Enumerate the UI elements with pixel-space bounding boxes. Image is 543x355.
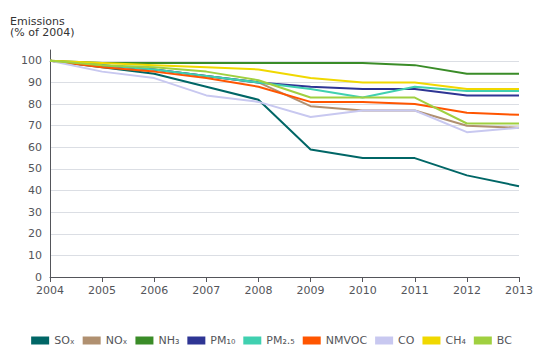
svg-text:NMVOC: NMVOC <box>326 334 368 347</box>
svg-text:20: 20 <box>28 227 42 240</box>
svg-text:30: 30 <box>28 206 42 219</box>
svg-text:CO: CO <box>398 334 415 347</box>
svg-text:BC: BC <box>497 334 512 347</box>
svg-text:2005: 2005 <box>88 284 116 297</box>
svg-text:70: 70 <box>28 119 42 132</box>
svg-text:2013: 2013 <box>505 284 533 297</box>
svg-text:2008: 2008 <box>244 284 272 297</box>
svg-text:NH₃: NH₃ <box>158 334 179 347</box>
svg-text:SOₓ: SOₓ <box>54 334 75 347</box>
svg-text:NOₓ: NOₓ <box>106 334 128 347</box>
svg-text:CH₄: CH₄ <box>445 334 466 347</box>
svg-text:0: 0 <box>35 271 42 284</box>
svg-text:2006: 2006 <box>140 284 168 297</box>
svg-text:80: 80 <box>28 98 42 111</box>
svg-text:2011: 2011 <box>401 284 429 297</box>
svg-text:PM₁₀: PM₁₀ <box>210 334 236 347</box>
svg-text:60: 60 <box>28 141 42 154</box>
svg-text:2007: 2007 <box>192 284 220 297</box>
svg-text:Emissions: Emissions <box>10 15 65 28</box>
svg-text:2009: 2009 <box>297 284 325 297</box>
svg-text:40: 40 <box>28 184 42 197</box>
svg-text:50: 50 <box>28 162 42 175</box>
svg-text:90: 90 <box>28 76 42 89</box>
svg-text:2010: 2010 <box>349 284 377 297</box>
svg-text:(% of 2004): (% of 2004) <box>10 26 75 39</box>
svg-text:2012: 2012 <box>453 284 481 297</box>
svg-text:10: 10 <box>28 249 42 262</box>
svg-text:100: 100 <box>21 54 42 67</box>
svg-text:2004: 2004 <box>36 284 64 297</box>
svg-text:PM₂.₅: PM₂.₅ <box>266 334 294 347</box>
